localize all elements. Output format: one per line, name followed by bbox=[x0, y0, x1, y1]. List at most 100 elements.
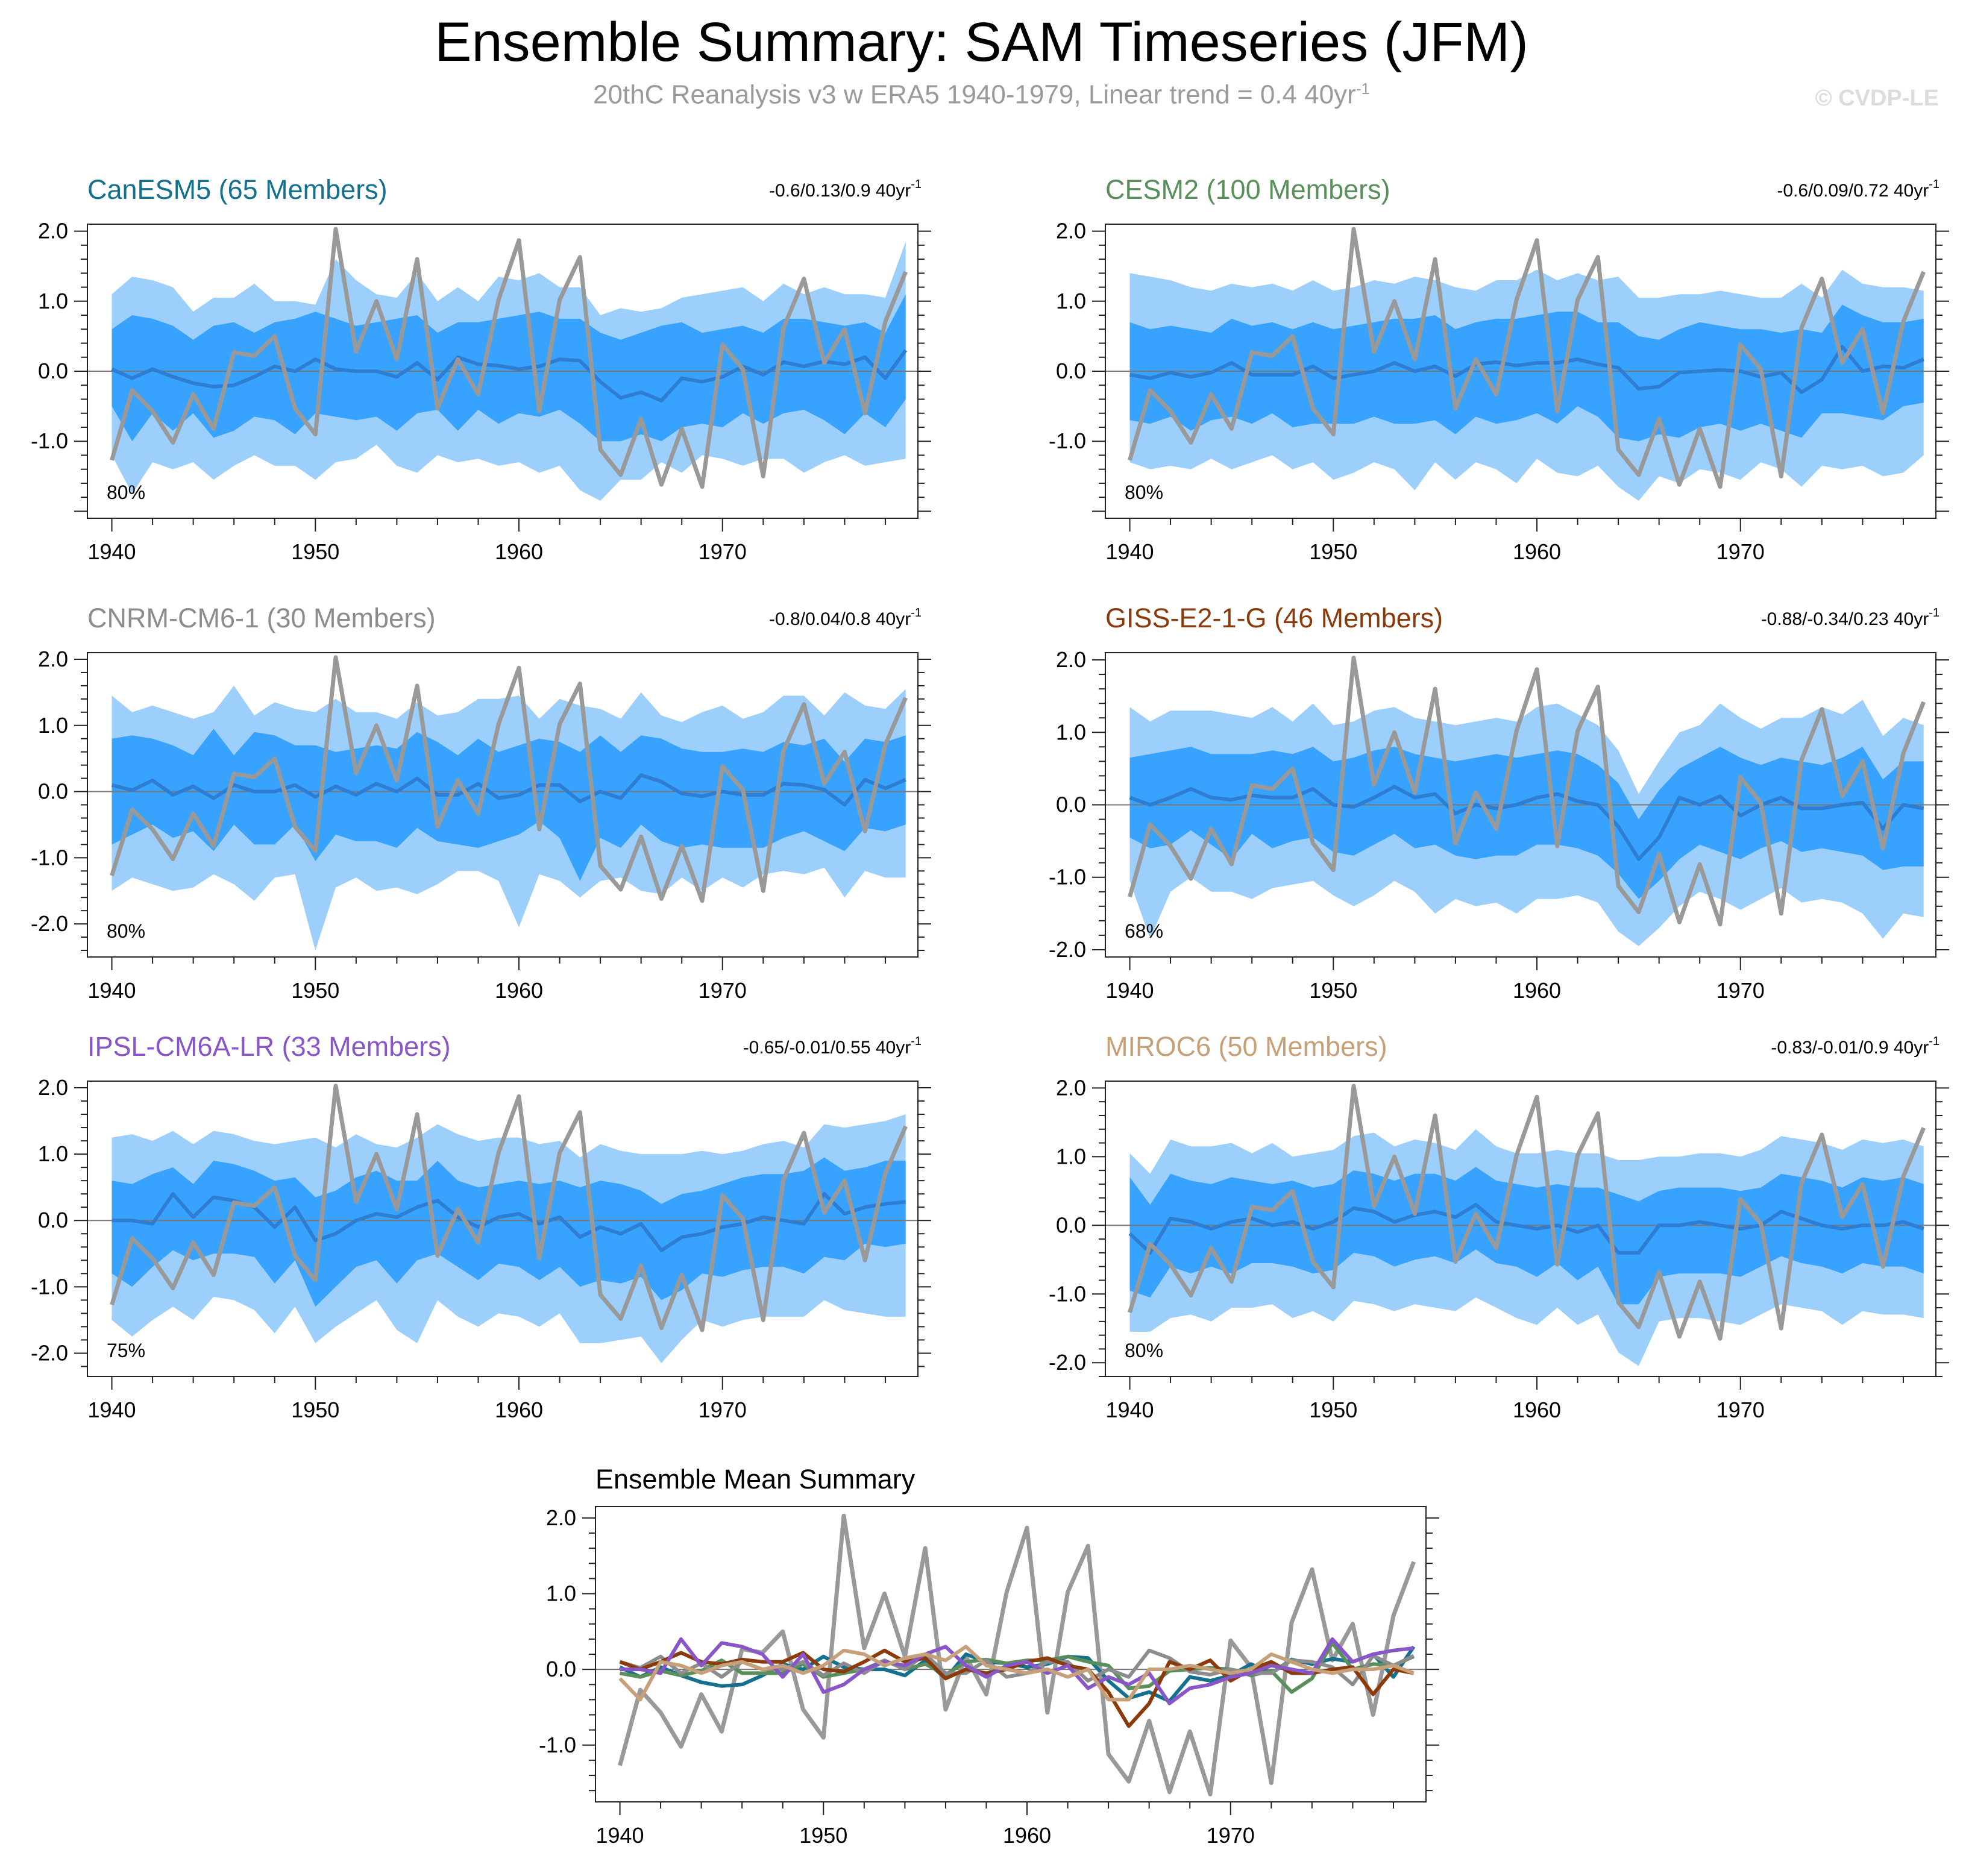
y-tick-label: 0.0 bbox=[38, 359, 68, 383]
y-tick-label: 0.0 bbox=[38, 1208, 68, 1232]
y-tick-label: -2.0 bbox=[31, 911, 68, 936]
x-tick-label: 1940 bbox=[1105, 978, 1154, 1003]
x-tick-label: 1940 bbox=[595, 1823, 644, 1848]
percent-label: 80% bbox=[1125, 482, 1163, 503]
watermark: © CVDP-LE bbox=[1815, 86, 1939, 111]
panel-trend-stat: -0.8/0.04/0.8 40yr-1 bbox=[769, 606, 922, 629]
inner-spread-band bbox=[1129, 747, 1924, 899]
y-tick-label: 1.0 bbox=[546, 1581, 576, 1605]
x-tick-label: 1940 bbox=[87, 539, 136, 564]
x-tick-label: 1970 bbox=[1716, 1398, 1765, 1422]
x-tick-label: 1970 bbox=[1716, 978, 1765, 1003]
x-tick-label: 1960 bbox=[495, 978, 543, 1003]
percent-label: 68% bbox=[1125, 920, 1163, 942]
inner-spread-band bbox=[111, 1157, 906, 1307]
figure-title: Ensemble Summary: SAM Timeseries (JFM) bbox=[435, 11, 1528, 73]
panel-trend-stat: -0.65/-0.01/0.55 40yr-1 bbox=[743, 1035, 922, 1058]
panel-giss: -2.0 -1.0 0.0 1.0 2.0 1940 1950 1960 1970 GISS-E2… bbox=[1049, 603, 1949, 1003]
y-tick-label: 1.0 bbox=[1056, 1144, 1086, 1169]
y-tick-label: 1.0 bbox=[38, 1141, 68, 1166]
y-tick-label: 1.0 bbox=[38, 289, 68, 313]
trend-value: -0.65/-0.01/0.55 40yr bbox=[743, 1038, 911, 1058]
panel-title: CNRM-CM6-1 (30 Members) bbox=[87, 603, 436, 633]
trend-value: -0.83/-0.01/0.9 40yr bbox=[1771, 1038, 1929, 1058]
panel-cnrm: -2.0 -1.0 0.0 1.0 2.0 1940 1950 1960 1970 CNRM-CM… bbox=[31, 603, 931, 1003]
plot-frame bbox=[87, 1081, 919, 1377]
subtitle-text: 20thC Reanalysis v3 w ERA5 1940-1979, Li… bbox=[593, 80, 1356, 110]
figure-subtitle: 20thC Reanalysis v3 w ERA5 1940-1979, Li… bbox=[0, 80, 1963, 110]
panel-trend-stat: -0.88/-0.34/0.23 40yr-1 bbox=[1761, 606, 1939, 629]
panel-summary: -1.0 0.0 1.0 2.0 1940 1950 1960 1970 Ensemble Me… bbox=[539, 1464, 1439, 1848]
percent-label: 75% bbox=[107, 1340, 145, 1361]
y-tick-label: -1.0 bbox=[539, 1733, 576, 1757]
observed-line bbox=[618, 1513, 1416, 1796]
plot-frame bbox=[1105, 1081, 1936, 1377]
y-tick-label: 1.0 bbox=[1056, 720, 1086, 744]
ensemble-mean-line bbox=[1128, 1203, 1924, 1255]
y-tick-label: 0.0 bbox=[1056, 1212, 1086, 1237]
trend-superscript: -1 bbox=[911, 1035, 922, 1048]
y-tick-label: 0.0 bbox=[1056, 792, 1086, 817]
plot-area bbox=[87, 655, 918, 950]
plot-area bbox=[595, 1513, 1426, 1796]
percent-label: 80% bbox=[107, 920, 145, 942]
x-tick-label: 1960 bbox=[495, 539, 543, 564]
plot-area bbox=[87, 227, 918, 501]
ensemble-mean-line bbox=[1129, 345, 1924, 394]
x-tick-label: 1950 bbox=[1309, 1398, 1357, 1422]
x-tick-label: 1950 bbox=[291, 1398, 339, 1422]
summary-title: Ensemble Mean Summary bbox=[595, 1464, 916, 1495]
x-tick-label: 1960 bbox=[1513, 539, 1561, 564]
panel-trend-stat: -0.6/0.09/0.72 40yr-1 bbox=[1777, 178, 1939, 201]
ensemble-mean-line bbox=[111, 349, 908, 403]
plot-frame bbox=[595, 1506, 1427, 1802]
y-tick-label: 2.0 bbox=[38, 647, 68, 671]
observed-line bbox=[110, 1084, 908, 1332]
x-tick-label: 1970 bbox=[699, 978, 747, 1003]
subtitle-superscript: -1 bbox=[1355, 80, 1370, 98]
x-tick-label: 1960 bbox=[495, 1398, 543, 1422]
trend-superscript: -1 bbox=[1929, 1035, 1939, 1048]
x-tick-label: 1960 bbox=[1513, 1398, 1561, 1422]
x-tick-label: 1970 bbox=[699, 539, 747, 564]
x-tick-label: 1950 bbox=[1309, 978, 1357, 1003]
percent-label: 80% bbox=[1125, 1340, 1163, 1361]
x-tick-label: 1940 bbox=[1105, 539, 1154, 564]
plot-area bbox=[1105, 655, 1936, 946]
x-tick-label: 1960 bbox=[1003, 1823, 1051, 1848]
trend-superscript: -1 bbox=[911, 178, 922, 191]
series-line-ipsl-cm6a-lr bbox=[620, 1637, 1415, 1705]
observed-line bbox=[1128, 1084, 1926, 1341]
panel-trend-stat: -0.83/-0.01/0.9 40yr-1 bbox=[1771, 1035, 1939, 1058]
panel-title: GISS-E2-1-G (46 Members) bbox=[1105, 603, 1443, 633]
panel-canesm5: -1.0 0.0 1.0 2.0 1940 1950 1960 1970 CanESM5 (65… bbox=[31, 174, 931, 564]
y-tick-label: -1.0 bbox=[1049, 428, 1086, 453]
y-tick-label: -2.0 bbox=[1049, 1350, 1086, 1375]
y-tick-label: 0.0 bbox=[38, 779, 68, 804]
panel-title: IPSL-CM6A-LR (33 Members) bbox=[87, 1031, 451, 1062]
inner-spread-band bbox=[1129, 1167, 1924, 1305]
plot-area bbox=[1105, 227, 1936, 501]
y-tick-label: 2.0 bbox=[38, 219, 68, 243]
observed-line bbox=[110, 227, 908, 489]
y-tick-label: -1.0 bbox=[31, 1274, 68, 1299]
y-tick-label: 1.0 bbox=[1056, 289, 1086, 313]
ensemble-mean-line bbox=[111, 773, 906, 807]
y-tick-label: -1.0 bbox=[1049, 1281, 1086, 1306]
observed-line bbox=[1128, 655, 1926, 927]
x-tick-label: 1970 bbox=[1207, 1823, 1255, 1848]
y-tick-label: 2.0 bbox=[546, 1505, 576, 1530]
x-tick-label: 1950 bbox=[799, 1823, 847, 1848]
x-tick-label: 1950 bbox=[291, 978, 339, 1003]
series-line-cesm2 bbox=[619, 1641, 1415, 1694]
plot-area bbox=[1105, 1084, 1936, 1366]
ensemble-mean-line bbox=[1129, 785, 1924, 861]
trend-value: -0.6/0.09/0.72 40yr bbox=[1777, 181, 1929, 201]
panel-title: CESM2 (100 Members) bbox=[1105, 174, 1390, 205]
panel-title: MIROC6 (50 Members) bbox=[1105, 1031, 1387, 1062]
x-tick-label: 1970 bbox=[699, 1398, 747, 1422]
y-tick-label: -1.0 bbox=[31, 428, 68, 453]
panel-ipsl: -2.0 -1.0 0.0 1.0 2.0 1940 1950 1960 1970 IPSL-CM… bbox=[31, 1031, 931, 1422]
y-tick-label: 2.0 bbox=[38, 1075, 68, 1100]
